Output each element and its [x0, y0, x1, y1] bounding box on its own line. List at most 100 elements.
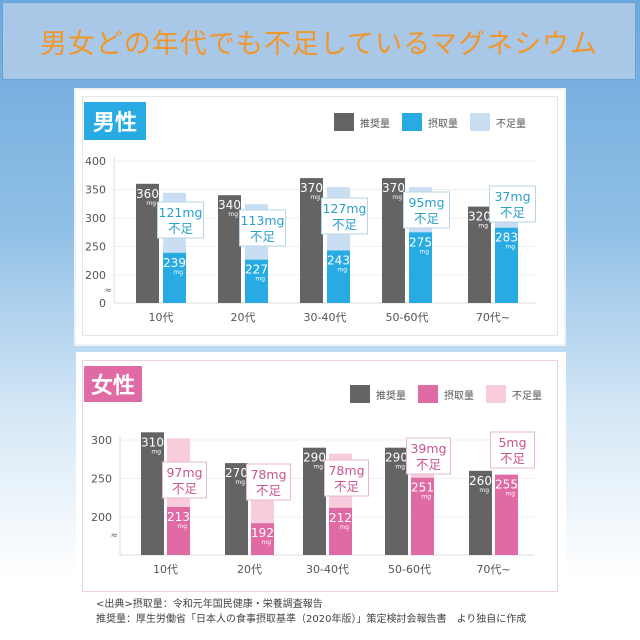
bar-unit: mg [313, 464, 323, 471]
bar-recommended [385, 447, 408, 555]
bar-value-intake: 251 [411, 481, 434, 495]
shortage-callout-amount: 113mg [241, 213, 285, 228]
shortage-callout-label: 不足 [172, 481, 198, 496]
bar-value-recommended: 370 [382, 181, 405, 195]
shortage-callout-amount: 5mg [498, 435, 526, 450]
male-chart-title: 男性 [92, 111, 137, 136]
bar-recommended [468, 206, 491, 303]
shortage-callout-amount: 78mg [328, 463, 364, 478]
x-category-label: 30-40代 [306, 563, 349, 576]
legend-swatch-recommended [334, 113, 354, 131]
bar-value-recommended: 340 [218, 198, 241, 212]
y-tick-label: 200 [85, 269, 106, 282]
bar-value-intake: 212 [329, 511, 352, 525]
bar-unit: mg [255, 276, 265, 283]
shortage-callout-label: 不足 [332, 217, 358, 232]
bar-unit: mg [395, 464, 405, 471]
bar-value-recommended: 360 [136, 187, 159, 201]
shortage-callout-box [321, 197, 368, 235]
bar-recommended [300, 178, 323, 303]
bar-value-recommended: 260 [469, 474, 492, 488]
shortage-callout-box [406, 437, 451, 475]
x-category-label: 70代~ [476, 563, 510, 576]
shortage-callout-amount: 37mg [494, 189, 530, 204]
y-tick-label: 300 [91, 434, 112, 447]
bar-unit: mg [505, 244, 515, 251]
source-line-2: 推奨量：厚生労働省「日本人の食事摂取基準（2020年版）」策定検討会報告書 より… [96, 614, 527, 625]
bar-unit: mg [173, 269, 183, 276]
legend-label-intake: 摂取量 [444, 390, 474, 402]
bar-intake [163, 252, 186, 303]
x-category-label: 20代 [231, 311, 256, 324]
bar-unit: mg [310, 194, 320, 201]
axis-break-icon: ≈ [104, 286, 112, 296]
bar-intake [327, 250, 350, 303]
legend-swatch-recommended [350, 385, 370, 403]
bar-value-recommended: 290 [303, 451, 326, 465]
shortage-callout-amount: 39mg [410, 441, 446, 456]
bar-value-intake: 239 [163, 256, 186, 270]
bar-value-intake: 243 [327, 253, 350, 267]
bar-intake [495, 227, 518, 303]
male-chart-frame [82, 96, 558, 336]
shortage-callout-amount: 78mg [250, 467, 286, 482]
x-category-label: 50-60代 [386, 311, 429, 324]
axis-break-icon: ≈ [110, 531, 118, 541]
shortage-callout-label: 不足 [256, 483, 282, 498]
y-tick-label: 350 [85, 184, 106, 197]
male-legend: 推奨量 摂取量 不足量 [334, 113, 538, 131]
bar-intake [167, 506, 190, 555]
male-badge: 男性 [84, 102, 146, 140]
bar-intake [245, 259, 268, 303]
bar-unit: mg [151, 448, 161, 455]
bar-unit: mg [337, 266, 347, 273]
legend-swatch-shortage [470, 113, 490, 131]
female-chart-panel: 女性 推奨量 摂取量 不足量 200 250 300 ≈310 mg 213 mg 97mg 不… [76, 352, 566, 592]
bar-value-intake: 283 [495, 231, 518, 245]
shortage-callout-label: 不足 [334, 479, 360, 494]
shortage-callout-box [157, 201, 204, 239]
bar-intake [329, 507, 352, 555]
bar-unit: mg [421, 494, 431, 501]
bar-value-recommended: 310 [141, 435, 164, 449]
shortage-callout-box [324, 459, 369, 497]
bar-unit: mg [261, 539, 271, 546]
y-tick-label: 0 [99, 297, 106, 310]
bar-intake [251, 523, 274, 555]
female-chart-frame [82, 360, 558, 592]
shortage-callout-label: 不足 [250, 229, 276, 244]
shortage-callout-label: 不足 [168, 221, 194, 236]
bar-intake [411, 477, 434, 555]
y-tick-label: 200 [91, 511, 112, 524]
bar-recommended [218, 195, 241, 303]
bar-recommended [141, 432, 164, 555]
bar-unit: mg [339, 524, 349, 531]
x-category-label: 30-40代 [304, 311, 347, 324]
bar-recommended [469, 470, 492, 555]
legend-label-recommended: 推奨量 [376, 390, 406, 402]
shortage-callout-box [239, 209, 286, 247]
source-footer: <出典>摂取量：令和元年国民健康・栄養調査報告 推奨量：厚生労働省「日本人の食事… [96, 597, 526, 627]
bar-unit: mg [392, 194, 402, 201]
bar-value-intake: 227 [245, 263, 268, 277]
bar-unit: mg [228, 211, 238, 218]
x-category-label: 10代 [153, 563, 178, 576]
bar-value-intake: 255 [495, 478, 518, 492]
bar-unit: mg [419, 248, 429, 255]
y-tick-label: 300 [85, 212, 106, 225]
female-legend: 推奨量 摂取量 不足量 [350, 385, 554, 403]
y-tick-label: 400 [85, 155, 106, 168]
x-category-label: 70代~ [476, 311, 510, 324]
shortage-callout-box [403, 191, 450, 229]
bar-value-recommended: 290 [385, 451, 408, 465]
legend-label-intake: 摂取量 [428, 118, 458, 130]
shortage-callout-label: 不足 [500, 205, 526, 220]
shortage-callout-amount: 95mg [408, 195, 444, 210]
shortage-callout-amount: 121mg [159, 205, 203, 220]
shortage-callout-label: 不足 [500, 451, 526, 466]
page-title: 男女どの年代でも不足しているマグネシウム [39, 28, 599, 60]
y-tick-label: 250 [85, 241, 106, 254]
x-category-label: 50-60代 [388, 563, 431, 576]
title-banner: 男女どの年代でも不足しているマグネシウム [2, 2, 636, 80]
male-bar-chart: 0200250300350400≈360mg239mg121mg不足10代340… [85, 155, 536, 324]
